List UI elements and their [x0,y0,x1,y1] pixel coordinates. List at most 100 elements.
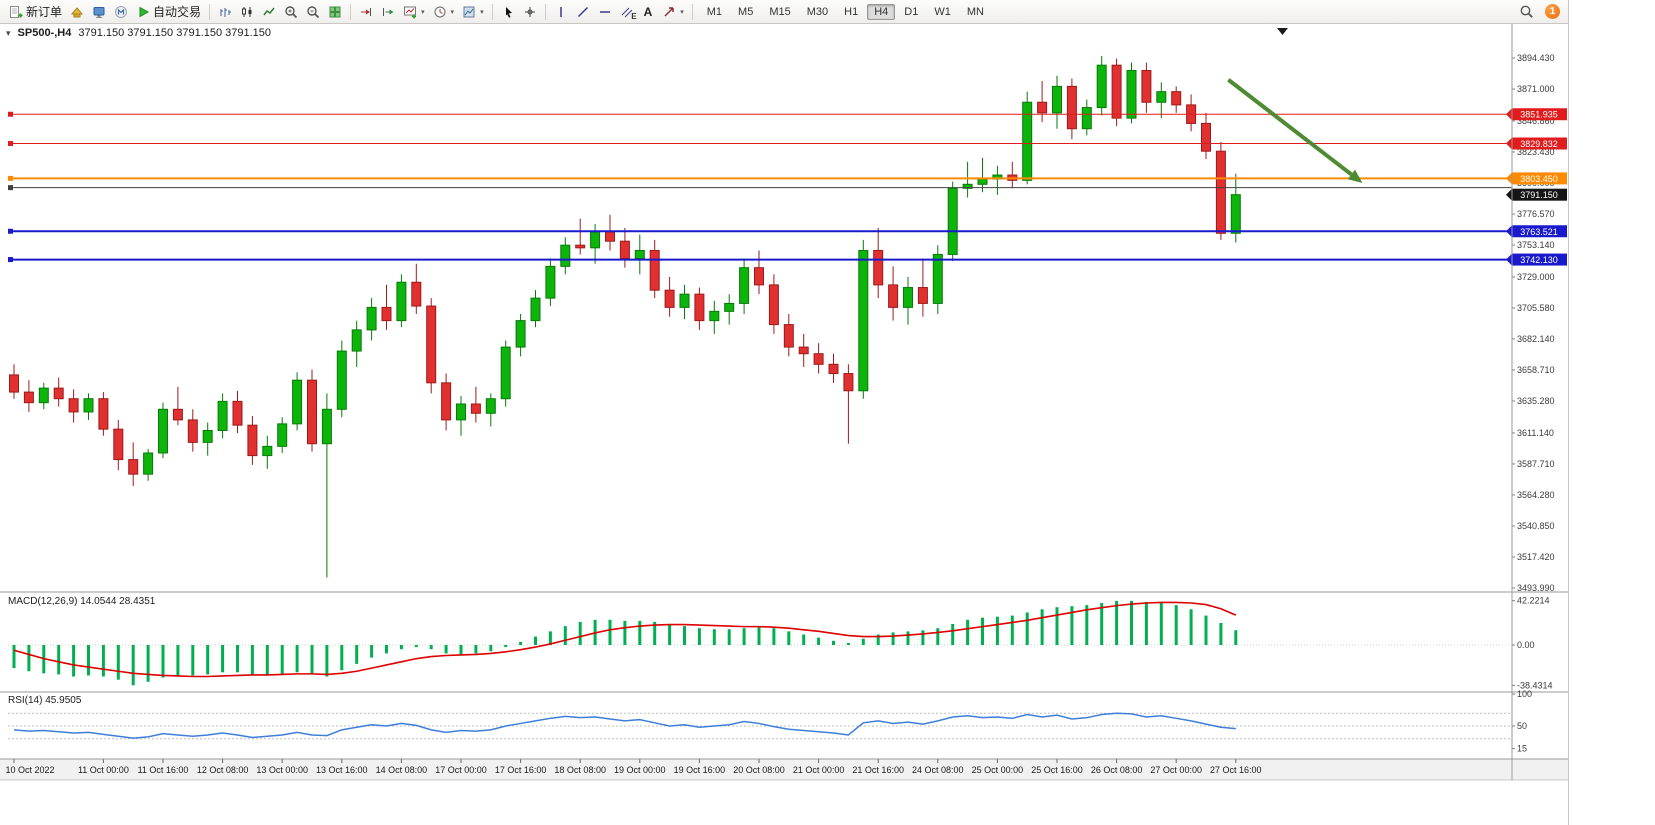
new-order-button[interactable]: 新订单 [5,1,66,22]
price-axis-label: 3776.570 [1517,209,1555,219]
vertical-line-icon [559,6,562,17]
horizontal-line-icon [599,10,610,13]
macd-signal-line [13,601,1237,678]
timeframe-d1-button[interactable]: D1 [904,5,919,18]
rsi-line [13,712,1236,739]
search-icon [1520,5,1533,18]
line-anchor-marker[interactable] [8,185,13,191]
line-anchor-marker[interactable] [8,175,13,181]
timeframe-m15-button[interactable]: M15 [769,5,791,18]
dropdown-caret-icon: ▾ [421,8,425,16]
toolbar-separator [350,3,352,20]
rsi-axis-label: 50 [1517,721,1527,731]
zoom-in-button[interactable] [280,3,302,21]
dropdown-caret-icon: ▾ [450,8,455,16]
dropdown-caret-icon: ▾ [680,8,684,16]
time-axis-label: 13 Oct 00:00 [256,765,308,775]
time-axis-label: 14 Oct 08:00 [376,765,428,775]
macd-axis-label: 0.00 [1517,640,1535,650]
price-axis-label: 3823.430 [1517,147,1555,157]
templates-button[interactable]: ▾ [458,3,488,21]
periods-button[interactable]: ▾ [429,3,459,21]
horizontal-line-tool-button[interactable] [594,3,616,21]
price-axis-label: 3611.140 [1517,428,1554,438]
equidistant-channel-icon [621,7,632,17]
equidistant-channel-tool-button[interactable]: E [616,3,638,21]
notification-badge[interactable]: 1 [1545,4,1560,19]
toolbar-separator [691,3,693,20]
timeframe-mn-button[interactable]: MN [966,5,984,18]
price-tag-label: 3763.521 [1520,227,1558,237]
auto-scroll-icon [361,7,372,16]
timeframe-m5-button[interactable]: M5 [738,5,754,18]
zoom-out-icon [307,5,320,18]
dropdown-caret-icon: ▾ [480,8,484,16]
chart-shift-marker[interactable] [1277,28,1288,35]
new-order-label: 新订单 [26,5,63,19]
price-axis-label: 3564.280 [1517,490,1555,500]
price-axis-label: 3729.000 [1517,272,1555,282]
line-chart-mode-button[interactable] [258,3,280,21]
cursor-icon [505,6,512,18]
price-tag-pointer [1506,225,1512,238]
chart-shift-button[interactable] [377,3,399,21]
line-chart-icon [263,7,275,15]
trendline-tool-button[interactable] [572,3,594,21]
new-chart-button[interactable]: ▾ [399,3,429,21]
toolbar-separator [209,3,211,20]
price-axis-label: 3871.000 [1517,84,1555,94]
time-axis-label: 18 Oct 08:00 [554,765,606,775]
price-axis-label: 3682.140 [1517,334,1555,344]
rsi-axis-label: 15 [1517,743,1527,753]
line-anchor-marker[interactable] [8,257,13,263]
chart-canvas[interactable]: 3894.4303871.0003846.8603823.4303800.000… [0,24,1568,825]
line-anchor-marker[interactable] [8,228,13,234]
tile-windows-icon [329,6,341,17]
mql5-community-button[interactable] [110,3,132,21]
auto-trading-button[interactable]: 自动交易 [132,1,205,22]
price-tag-pointer [1506,108,1512,121]
timeframe-m30-button[interactable]: M30 [806,5,829,18]
line-anchor-marker[interactable] [8,140,13,146]
timeframe-w1-button[interactable]: W1 [934,5,951,18]
search-button[interactable] [1515,2,1538,21]
rsi-axis-label: 100 [1517,689,1532,699]
terminal-icon [93,6,105,18]
candlestick-chart-icon [242,6,252,17]
cursor-tool-button[interactable] [497,3,519,21]
channel-tool-marker: E [631,11,637,21]
time-axis-label: 11 Oct 16:00 [138,765,189,775]
chart-area[interactable]: 3894.4303871.0003846.8603823.4303800.000… [0,24,1568,825]
time-axis-label: 27 Oct 00:00 [1150,765,1202,775]
line-anchor-marker[interactable] [8,111,13,117]
zoom-out-button[interactable] [302,3,324,21]
price-tag [1512,253,1567,266]
timeframe-h1-button[interactable]: H1 [844,5,859,18]
text-tool-button[interactable]: A [638,3,659,21]
price-tag-pointer [1506,253,1512,266]
candlestick-mode-button[interactable] [236,3,258,21]
price-tag-label: 3791.150 [1520,190,1558,200]
toolbar-right-group: 1 [1515,2,1560,21]
timeframe-h4-button[interactable]: H4 [867,3,896,20]
time-axis-label: 21 Oct 16:00 [852,765,904,775]
candles-group [9,55,1241,578]
bar-chart-mode-button[interactable] [214,3,236,21]
price-axis-label: 3635.280 [1517,396,1555,406]
time-axis-label: 25 Oct 16:00 [1031,765,1083,775]
one-click-collapse-icon[interactable]: ▾ [6,27,11,38]
time-axis[interactable] [0,759,1568,780]
terminal-button[interactable] [88,3,110,21]
tile-windows-button[interactable] [324,3,346,21]
metaeditor-button[interactable] [66,3,88,21]
crosshair-tool-button[interactable] [519,3,541,21]
arrows-tool-button[interactable]: ▾ [658,3,688,21]
trend-arrow[interactable] [1227,78,1353,177]
trendline-icon [577,6,588,17]
timeframe-m1-button[interactable]: M1 [706,5,723,18]
vertical-line-tool-button[interactable] [550,3,572,21]
auto-scroll-button[interactable] [355,3,377,21]
time-axis-label: 24 Oct 08:00 [912,765,964,775]
time-axis-label: 17 Oct 16:00 [495,765,547,775]
mql5-community-icon [115,5,128,18]
